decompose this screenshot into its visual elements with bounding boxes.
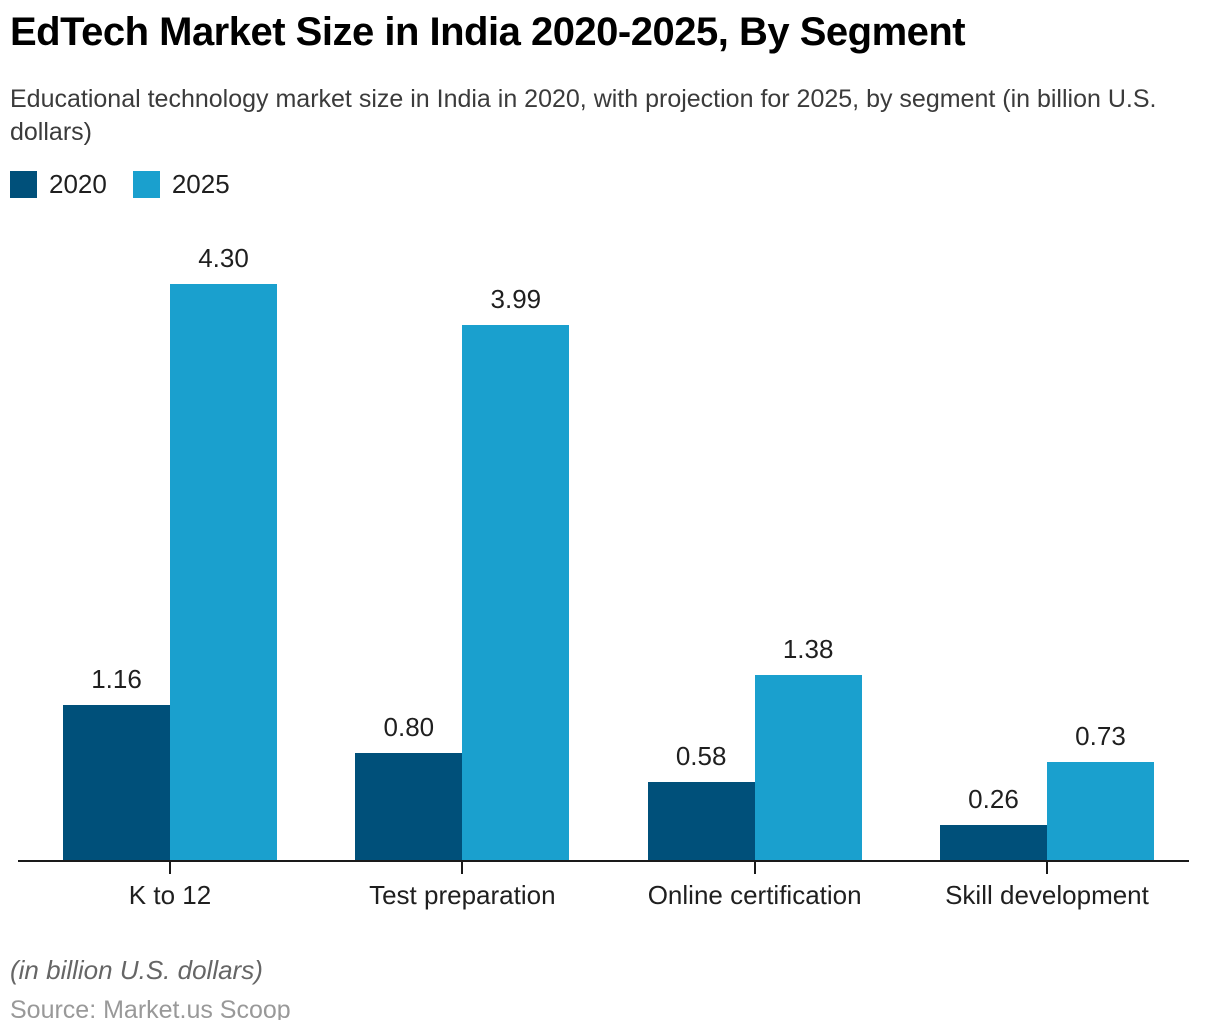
value-label-online-certification-2025: 1.38 — [782, 634, 834, 664]
value-label-online-certification-2020: 0.58 — [675, 741, 727, 771]
value-label-test-preparation-2025: 3.99 — [490, 284, 542, 314]
legend-swatch-2025 — [132, 171, 160, 198]
bar-k-to-12-2025: 4.30 — [170, 243, 277, 860]
bar-test-preparation-2020: 0.80 — [355, 712, 463, 860]
legend-label: 2020 — [49, 169, 107, 199]
x-axis-tick — [1045, 862, 1048, 874]
x-axis-tick — [461, 862, 464, 874]
value-label-test-preparation-2020: 0.80 — [383, 712, 435, 742]
chart-title: EdTech Market Size in India 2020-2025, B… — [10, 10, 966, 54]
x-axis-label-k-to-12: K to 12 — [128, 880, 212, 910]
bar-group-k-to-12: 1.16 4.30 — [63, 243, 277, 874]
bar-online-certification-2020: 0.58 — [647, 741, 755, 860]
value-label-skill-development-2020: 0.26 — [968, 784, 1019, 814]
value-label-skill-development-2025: 0.73 — [1075, 721, 1126, 751]
plot-area: 1.16 4.30 0.80 3.99 0.58 1.38 0.26 0.73 — [18, 243, 1189, 874]
x-axis-tick — [753, 862, 756, 874]
legend-item-2020: 2020 — [10, 169, 107, 200]
x-axis-label-online-certification: Online certification — [647, 880, 862, 910]
legend-item-2025: 2025 — [132, 169, 230, 200]
chart-subtitle: Educational technology market size in In… — [10, 85, 1157, 146]
bar-k-to-12-2020: 1.16 — [63, 664, 170, 860]
bar-group-test-preparation: 0.80 3.99 — [355, 250, 570, 874]
bar-skill-development-2020: 0.26 — [939, 784, 1047, 860]
bar-group-online-certification: 0.58 1.38 — [647, 250, 862, 874]
legend-label: 2025 — [171, 169, 230, 199]
legend-swatch-2020 — [10, 171, 37, 198]
legend: 2020 2025 — [10, 169, 1210, 200]
x-axis-label-skill-development: Skill development — [945, 880, 1149, 910]
x-axis-label-test-preparation: Test preparation — [369, 880, 556, 910]
x-axis-labels: K to 12 Test preparation Online certificat… — [18, 880, 1189, 911]
value-label-k-to-12-2025: 4.30 — [198, 243, 249, 273]
value-label-k-to-12-2020: 1.16 — [91, 664, 142, 694]
unit-note: (in billion U.S. dollars) — [10, 955, 263, 985]
bar-skill-development-2025: 0.73 — [1046, 721, 1154, 860]
bar-group-skill-development: 0.26 0.73 — [939, 250, 1154, 874]
x-axis-tick — [169, 862, 171, 874]
bar-online-certification-2025: 1.38 — [754, 634, 862, 860]
bar-test-preparation-2025: 3.99 — [462, 284, 570, 860]
source-credit: Source: Market.us Scoop — [10, 996, 291, 1020]
